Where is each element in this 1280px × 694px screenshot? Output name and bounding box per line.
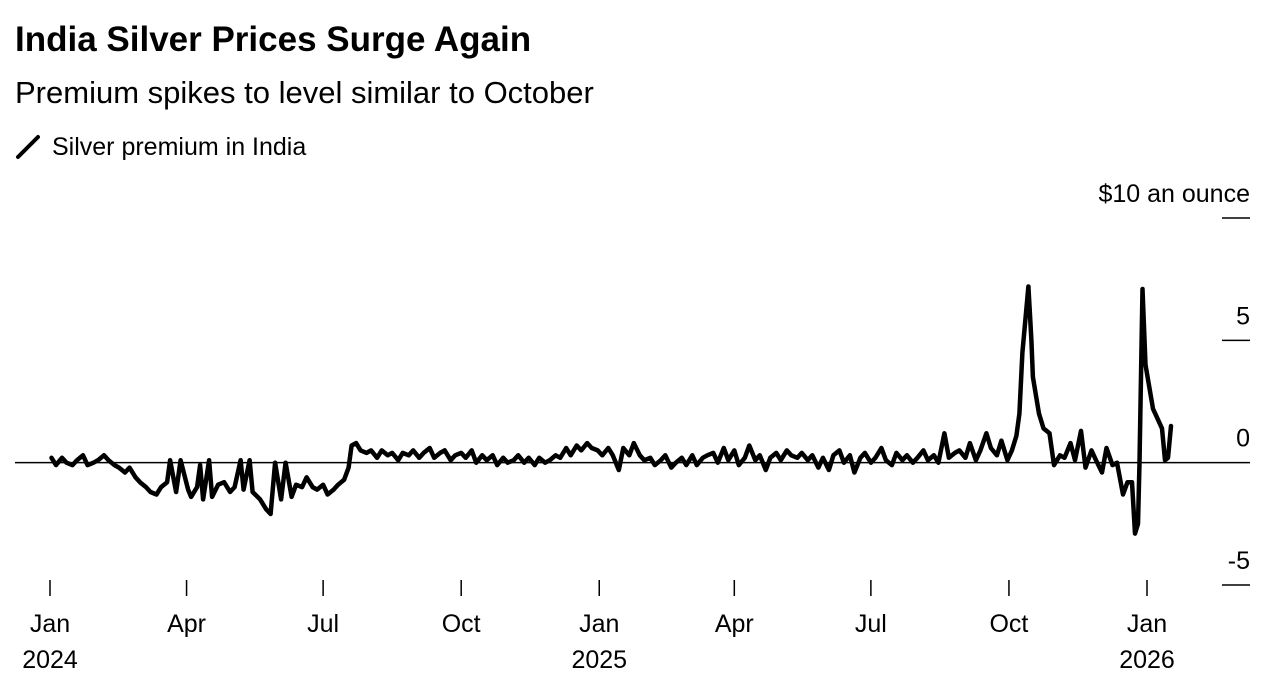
series-line <box>49 284 1174 536</box>
x-tick-year: 2026 <box>1119 646 1175 674</box>
x-tick-label: Apr <box>167 610 206 638</box>
legend-swatch <box>16 135 40 159</box>
x-tick-label: Apr <box>715 610 754 638</box>
chart-subtitle: Premium spikes to level similar to Octob… <box>15 75 594 110</box>
x-tick-year: 2024 <box>22 646 78 674</box>
x-tick-label: Jan <box>579 610 619 638</box>
x-tick-label: Jul <box>855 610 887 638</box>
x-tick-label: Jan <box>30 610 70 638</box>
x-tick-label: Jul <box>307 610 339 638</box>
chart-title: India Silver Prices Surge Again <box>15 20 531 59</box>
x-tick-year: 2025 <box>571 646 627 674</box>
x-tick-label: Jan <box>1127 610 1167 638</box>
x-tick-label: Oct <box>442 610 481 638</box>
y-tick-label: 0 <box>1236 425 1250 453</box>
y-tick-label: -5 <box>1228 547 1250 575</box>
legend-label: Silver premium in India <box>52 133 306 161</box>
x-tick-label: Oct <box>989 610 1028 638</box>
y-tick-label: $10 an ounce <box>1098 180 1250 208</box>
y-tick-label: 5 <box>1236 302 1250 330</box>
